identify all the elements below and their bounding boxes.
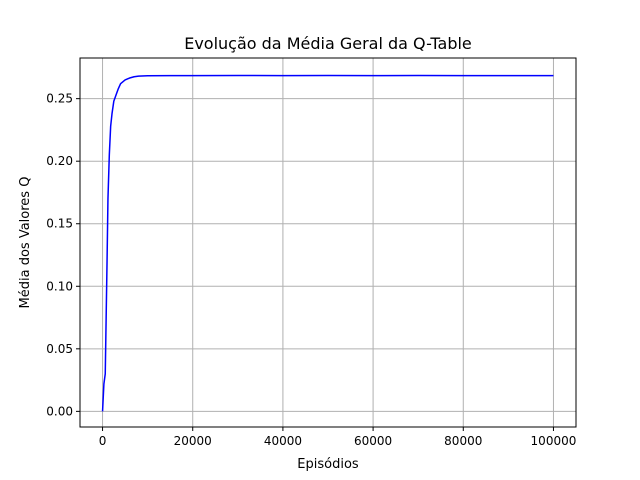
- y-tick-label: 0.25: [46, 92, 73, 106]
- axis-ticks: 0 20000 40000 60000 80000 100000 0.00 0.05 0.10 0…: [46, 92, 576, 448]
- x-tick-label: 40000: [264, 434, 302, 448]
- x-tick-label: 80000: [444, 434, 482, 448]
- series-line: [101, 74, 554, 412]
- x-tick-label: 100000: [531, 434, 577, 448]
- y-tick-label: 0.00: [46, 404, 73, 418]
- grid-lines: [80, 58, 576, 427]
- x-axis-label: Episódios: [297, 457, 359, 472]
- x-tick-label: 20000: [174, 434, 212, 448]
- series-layer: [101, 74, 554, 412]
- y-tick-label: 0.10: [46, 279, 73, 293]
- y-tick-label: 0.15: [46, 217, 73, 231]
- y-tick-label: 0.20: [46, 154, 73, 168]
- y-axis-label: Média dos Valores Q: [18, 177, 33, 309]
- y-tick-label: 0.05: [46, 342, 73, 356]
- x-tick-label: 0: [99, 434, 107, 448]
- chart-title: Evolução da Média Geral da Q-Table: [184, 34, 472, 53]
- x-tick-label: 60000: [354, 434, 392, 448]
- plot-frame: [79, 57, 577, 428]
